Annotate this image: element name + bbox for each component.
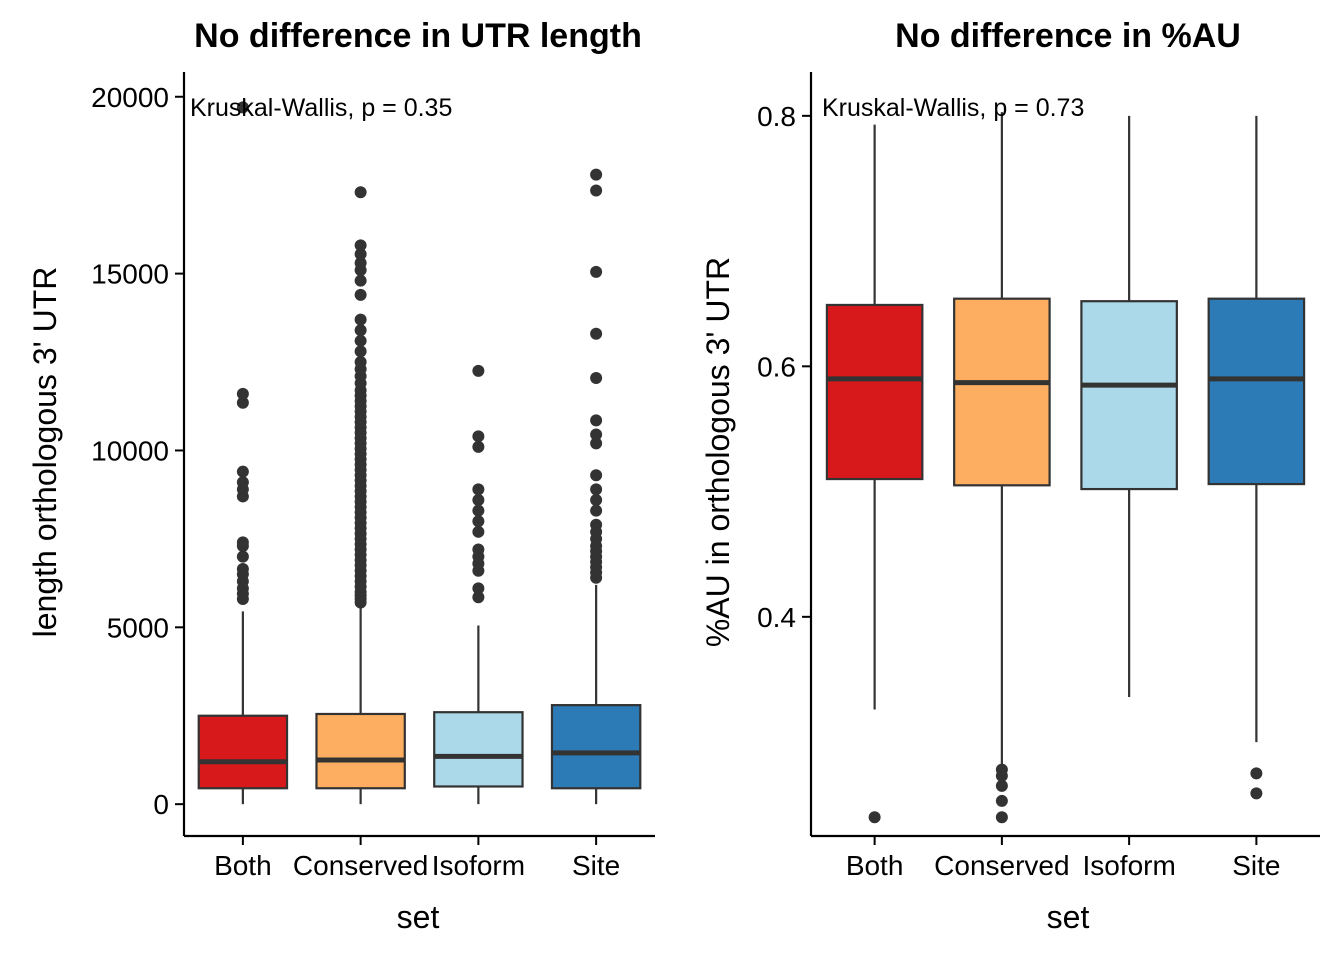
box-both xyxy=(197,101,289,805)
outlier-point xyxy=(236,562,249,575)
y-tick-label: 0.4 xyxy=(757,602,796,633)
outlier-point xyxy=(1250,767,1263,780)
y-axis-title: length orthologous 3' UTR xyxy=(27,267,63,638)
box-both xyxy=(825,124,924,824)
outlier-point xyxy=(472,430,485,443)
x-tick-label: Isoform xyxy=(432,850,525,881)
y-tick-label: 0 xyxy=(153,789,169,820)
outlier-point xyxy=(590,414,603,427)
outlier-point xyxy=(354,274,367,287)
stat-annotation: Kruskal-Wallis, p = 0.73 xyxy=(822,94,1084,122)
box-site xyxy=(550,168,642,805)
outlier-point xyxy=(236,387,249,400)
outlier-point xyxy=(472,515,485,528)
outlier-point xyxy=(590,184,603,197)
outlier-point xyxy=(472,440,485,453)
outlier-point xyxy=(472,504,485,517)
outlier-point xyxy=(995,779,1008,792)
outlier-point xyxy=(236,476,249,489)
plot-area: 0 5000 10000 15000 20000 Both Conserved Isoform… xyxy=(91,72,655,881)
x-tick-label: Isoform xyxy=(1082,850,1175,881)
outlier-point xyxy=(590,437,603,450)
box-conserved xyxy=(953,112,1051,824)
y-tick-label: 0.6 xyxy=(757,351,796,382)
y-tick-label: 15000 xyxy=(91,259,169,290)
outlier-point xyxy=(590,493,603,506)
outlier-point xyxy=(354,248,367,261)
x-tick-label: Both xyxy=(214,850,272,881)
chart-title: No difference in %AU xyxy=(895,17,1241,55)
outlier-point xyxy=(995,763,1008,776)
outlier-point xyxy=(472,493,485,506)
outlier-point xyxy=(590,265,603,278)
outlier-point xyxy=(472,483,485,496)
box-isoform xyxy=(433,364,524,805)
outlier-point xyxy=(472,582,485,595)
x-tick-label: Conserved xyxy=(293,850,428,881)
outlier-point xyxy=(472,543,485,556)
box-iqr xyxy=(433,711,524,788)
stat-annotation: Kruskal-Wallis, p = 0.35 xyxy=(190,94,452,122)
outlier-point xyxy=(590,327,603,340)
x-tick-label: Site xyxy=(572,850,620,881)
outlier-point xyxy=(354,186,367,199)
outlier-point xyxy=(590,428,603,441)
outlier-point xyxy=(590,518,603,531)
outlier-point xyxy=(472,364,485,377)
box-iqr xyxy=(1207,297,1306,486)
panel-utr-length: No difference in UTR length set length o… xyxy=(27,17,655,935)
outlier-point xyxy=(354,239,367,252)
box-iqr xyxy=(197,714,289,790)
outlier-point xyxy=(1250,787,1263,800)
outlier-point xyxy=(354,288,367,301)
box-site xyxy=(1207,115,1306,800)
y-axis-title: %AU in orthologous 3' UTR xyxy=(700,257,736,647)
box-conserved xyxy=(315,186,406,805)
outlier-point xyxy=(236,550,249,563)
x-tick-label: Site xyxy=(1232,850,1280,881)
outlier-point xyxy=(236,396,249,409)
y-tick-label: 0.8 xyxy=(757,101,796,132)
box-iqr xyxy=(825,303,924,481)
outlier-point xyxy=(472,591,485,604)
outlier-point xyxy=(868,811,881,824)
chart-title: No difference in UTR length xyxy=(194,17,642,55)
outlier-point xyxy=(590,483,603,496)
plot-area: 0.4 0.6 0.8 Both Conserved Isoform Site Kruskal… xyxy=(757,72,1320,881)
outlier-point xyxy=(236,465,249,478)
box-iqr xyxy=(315,712,406,790)
box-iqr xyxy=(1080,300,1178,491)
x-axis-title: set xyxy=(397,899,440,935)
y-tick-label: 5000 xyxy=(107,612,169,643)
y-tick-label: 20000 xyxy=(91,82,169,113)
outlier-point xyxy=(995,811,1008,824)
outlier-point xyxy=(354,356,367,369)
y-tick-label: 10000 xyxy=(91,435,169,466)
outlier-point xyxy=(354,334,367,347)
panel-au-content: No difference in %AU set %AU in ortholog… xyxy=(700,17,1320,935)
box-isoform xyxy=(1080,115,1178,697)
outlier-point xyxy=(236,536,249,549)
outlier-point xyxy=(472,525,485,538)
outlier-point xyxy=(590,469,603,482)
outlier-point xyxy=(590,504,603,517)
outlier-point xyxy=(590,371,603,384)
outlier-point xyxy=(354,313,367,326)
outlier-point xyxy=(354,345,367,358)
outlier-point xyxy=(590,168,603,181)
x-tick-label: Conserved xyxy=(934,850,1069,881)
outlier-point xyxy=(236,101,249,114)
box-iqr xyxy=(550,704,642,790)
box-iqr xyxy=(953,297,1051,487)
x-tick-label: Both xyxy=(846,850,904,881)
outlier-point xyxy=(354,324,367,337)
outlier-point xyxy=(995,794,1008,807)
outlier-point xyxy=(354,257,367,269)
x-axis-title: set xyxy=(1047,899,1090,935)
